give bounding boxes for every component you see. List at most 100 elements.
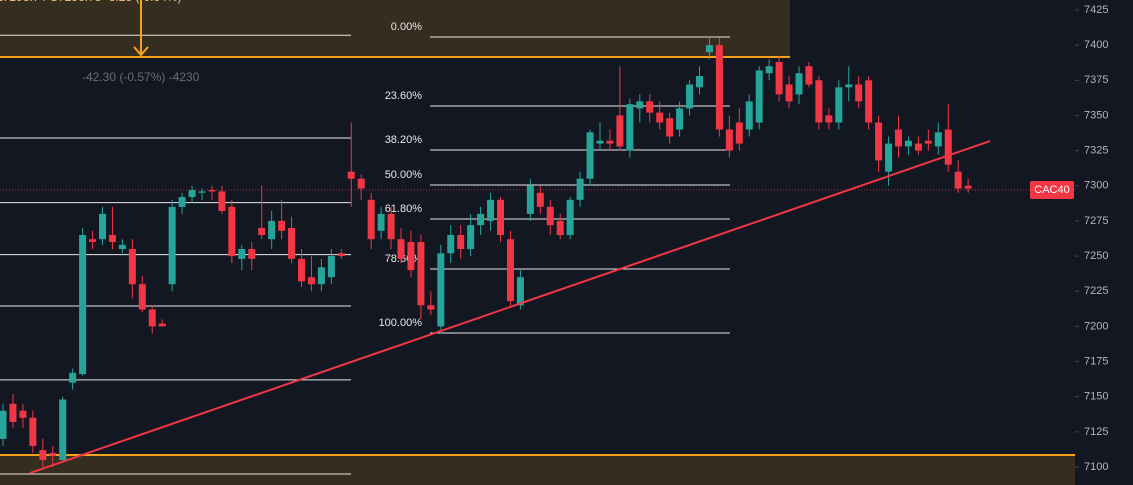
candle-body xyxy=(307,277,315,285)
candle-body xyxy=(606,140,614,144)
candle-body xyxy=(99,213,106,240)
candle-body xyxy=(526,185,534,214)
fib-label: 0.00% xyxy=(391,21,422,33)
candle-body xyxy=(9,403,17,423)
price-tag xyxy=(1030,180,1074,199)
candle-body xyxy=(825,115,833,123)
candle-body xyxy=(218,191,226,212)
y-tick-label: 7225 xyxy=(1084,285,1108,297)
candle-body xyxy=(497,199,504,235)
zone-top xyxy=(0,0,790,57)
candle-body xyxy=(128,249,136,285)
candle-body xyxy=(885,143,893,172)
candle-body xyxy=(944,129,952,165)
candle-body xyxy=(785,84,793,102)
fib-label: 38.20% xyxy=(385,134,423,146)
candle-body xyxy=(228,206,236,257)
candle-body xyxy=(904,140,912,147)
y-tick-label: 7325 xyxy=(1084,145,1108,157)
y-tick-label: 7125 xyxy=(1084,426,1108,438)
candle-body xyxy=(447,234,455,254)
candle-body xyxy=(427,305,435,310)
candle-body xyxy=(815,80,823,123)
candle-body xyxy=(29,417,37,446)
trendline xyxy=(29,140,991,474)
candle-body xyxy=(367,199,375,240)
candle-body xyxy=(705,45,713,53)
candle-body xyxy=(805,66,813,85)
candle-body xyxy=(198,191,206,193)
fib-label: 100.00% xyxy=(379,317,423,329)
candle-body xyxy=(715,45,723,130)
y-tick-label: 7300 xyxy=(1084,180,1108,192)
candle-body xyxy=(586,132,594,179)
candle-body xyxy=(914,143,922,151)
candle-body xyxy=(875,122,883,161)
y-tick-label: 7200 xyxy=(1084,320,1108,332)
candle-body xyxy=(268,220,276,240)
price-axis-bg xyxy=(1075,0,1133,485)
candle-body xyxy=(725,129,733,151)
price-tag-label: CAC40 xyxy=(1034,184,1069,196)
measure-text: -42.30 (-0.57%) -4230 xyxy=(82,70,200,84)
candle-body xyxy=(616,115,624,147)
candle-body xyxy=(556,220,564,235)
y-tick-label: 7400 xyxy=(1084,39,1108,51)
candle-body xyxy=(49,452,57,456)
candle-body xyxy=(954,171,962,189)
candle-body xyxy=(506,239,514,302)
candle-body xyxy=(278,220,286,231)
fib-label: 61.80% xyxy=(385,203,423,215)
candle-body xyxy=(347,171,355,179)
candle-body xyxy=(89,239,97,243)
candle-body xyxy=(636,101,644,109)
candle-body xyxy=(626,104,634,151)
candle-body xyxy=(298,258,305,282)
candle-body xyxy=(696,76,703,88)
candle-body xyxy=(835,87,843,123)
candle-body xyxy=(646,101,654,113)
candle-body xyxy=(327,256,335,278)
candle-body xyxy=(745,101,753,130)
candle-body xyxy=(845,84,853,88)
candle-body xyxy=(934,132,942,147)
candle-body xyxy=(775,62,783,95)
candle-body xyxy=(108,234,116,243)
arrow-head xyxy=(133,46,149,57)
candle-body xyxy=(865,80,873,123)
candle-body xyxy=(288,227,296,259)
candle-body xyxy=(437,253,445,327)
candle-body xyxy=(118,244,126,250)
candle-body xyxy=(924,140,932,144)
candle-body xyxy=(686,84,694,109)
candle-body xyxy=(69,372,77,383)
fib-label: 23.60% xyxy=(385,90,423,102)
candle-body xyxy=(576,178,584,200)
candle-body xyxy=(487,199,495,221)
candle-body xyxy=(397,239,405,259)
candle-body xyxy=(238,249,246,259)
candle-body xyxy=(855,84,863,102)
candle-body xyxy=(188,189,196,198)
candle-body xyxy=(477,213,485,226)
candle-body xyxy=(258,227,266,235)
candle-body xyxy=(666,118,674,137)
candle-body xyxy=(138,284,146,310)
candle-body xyxy=(168,206,176,285)
candle-body xyxy=(735,122,743,144)
candle-body xyxy=(357,178,365,189)
candle-body xyxy=(467,225,475,250)
candle-body xyxy=(407,242,415,271)
candle-body xyxy=(248,249,256,259)
candle-body xyxy=(566,199,574,235)
y-tick-label: 7175 xyxy=(1084,355,1108,367)
candle-body xyxy=(895,129,902,147)
y-tick-label: 7425 xyxy=(1084,4,1108,16)
candle-body xyxy=(656,112,664,123)
candle-body xyxy=(317,267,325,285)
candle-body xyxy=(546,206,554,226)
zone-bottom xyxy=(0,455,1075,485)
candle-body xyxy=(457,234,465,250)
